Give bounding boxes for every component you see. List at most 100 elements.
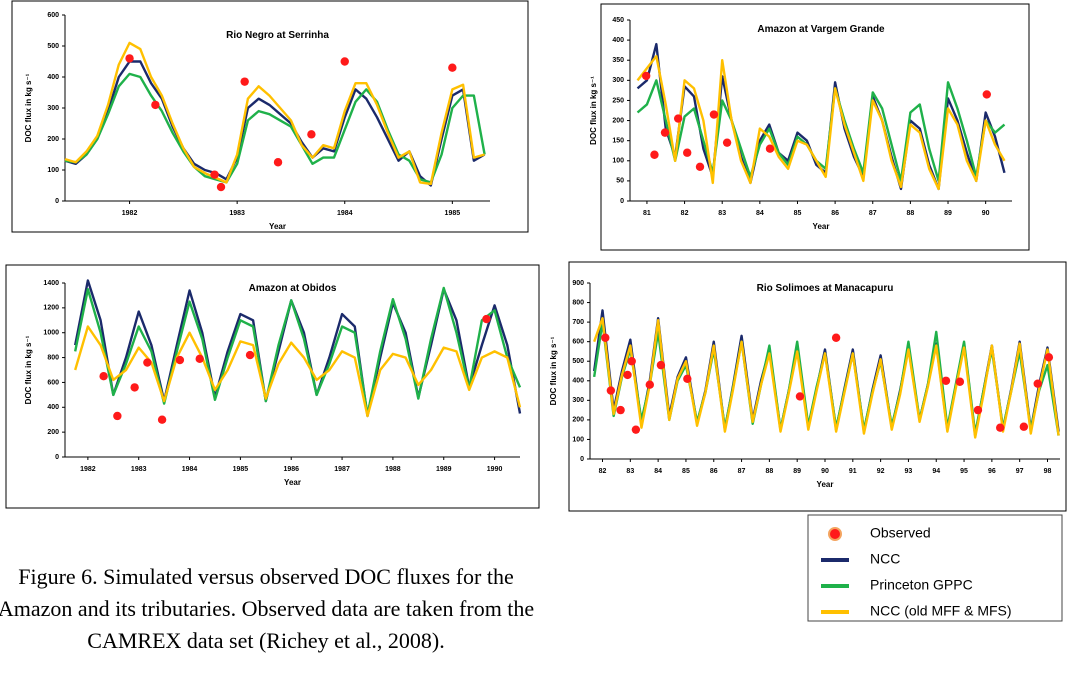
y-tick-label: 150 <box>612 138 624 145</box>
x-tick-label: 88 <box>906 210 914 217</box>
caption-line: Figure 6. Simulated versus observed DOC … <box>18 564 514 589</box>
y-tick-label: 800 <box>572 299 584 306</box>
observed-point <box>631 425 641 434</box>
x-tick-label: 91 <box>849 468 857 475</box>
observed-point <box>175 355 185 365</box>
y-tick-label: 300 <box>47 105 59 112</box>
observed-point <box>273 158 283 167</box>
y-tick-label: 800 <box>47 354 59 361</box>
observed-point <box>195 354 204 364</box>
y-tick-label: 0 <box>580 456 584 463</box>
y-tick-label: 100 <box>612 158 624 165</box>
x-tick-label: 85 <box>794 210 802 217</box>
y-tick-label: 1200 <box>43 305 59 312</box>
y-tick-label: 500 <box>572 358 584 365</box>
x-tick-label: 82 <box>681 210 689 217</box>
observed-point <box>722 138 732 147</box>
legend-marker <box>828 527 842 541</box>
x-axis-label: Year <box>269 222 286 231</box>
chart-title: Amazon at Obidos <box>249 283 337 294</box>
observed-point <box>627 357 636 366</box>
chart-frame <box>11 0 529 233</box>
observed-point <box>673 114 683 123</box>
caption-line: CAMREX data set (Richey et al., 2008). <box>87 628 444 653</box>
y-axis-label: DOC flux in kg s⁻¹ <box>549 336 558 405</box>
x-tick-label: 1985 <box>233 466 249 473</box>
x-tick-label: 1982 <box>80 466 96 473</box>
legend-label: Observed <box>870 525 931 541</box>
x-tick-label: 82 <box>599 468 607 475</box>
observed-point <box>482 314 491 324</box>
x-axis-label: Year <box>817 480 834 489</box>
observed-point <box>1033 379 1042 388</box>
y-tick-label: 600 <box>47 379 59 386</box>
observed-point <box>660 128 670 137</box>
x-tick-label: 83 <box>718 210 726 217</box>
x-tick-label: 86 <box>710 468 718 475</box>
x-tick-label: 1990 <box>487 466 503 473</box>
y-tick-label: 1400 <box>43 280 59 287</box>
observed-point <box>973 405 983 415</box>
legend-label: NCC (old MFF & MFS) <box>870 603 1012 619</box>
x-tick-label: 1987 <box>334 466 350 473</box>
x-tick-label: 90 <box>982 210 990 217</box>
caption-line: Amazon and its tributaries. Observed dat… <box>0 596 534 621</box>
x-tick-label: 88 <box>765 468 773 475</box>
observed-point <box>143 358 152 367</box>
observed-point <box>1019 422 1029 431</box>
chart-title: Rio Solimoes at Manacapuru <box>757 283 894 294</box>
y-tick-label: 600 <box>47 12 59 19</box>
x-axis-label: Year <box>284 478 301 487</box>
y-tick-label: 400 <box>572 378 584 385</box>
x-tick-label: 83 <box>626 468 634 475</box>
observed-point <box>216 182 226 192</box>
observed-point <box>307 130 316 139</box>
observed-point <box>695 162 705 172</box>
x-tick-label: 89 <box>793 468 801 475</box>
observed-point <box>709 110 719 119</box>
x-tick-label: 93 <box>905 468 913 475</box>
x-tick-label: 1986 <box>283 466 299 473</box>
observed-point <box>245 350 255 360</box>
y-tick-label: 450 <box>612 17 624 24</box>
y-tick-label: 250 <box>612 97 624 104</box>
y-tick-label: 400 <box>47 74 59 81</box>
observed-point <box>795 392 805 401</box>
y-tick-label: 700 <box>572 319 584 326</box>
series-line <box>73 286 522 416</box>
observed-point <box>996 423 1005 432</box>
y-tick-label: 0 <box>55 198 59 205</box>
y-tick-label: 200 <box>47 429 59 436</box>
legend-box <box>807 514 1063 622</box>
x-tick-label: 96 <box>988 468 996 475</box>
x-tick-label: 84 <box>654 468 662 475</box>
x-tick-label: 1985 <box>445 210 461 217</box>
x-tick-label: 97 <box>1016 468 1024 475</box>
y-axis-label: DOC flux in kg s⁻¹ <box>24 73 33 142</box>
observed-point <box>656 360 666 370</box>
y-tick-label: 350 <box>612 57 624 64</box>
y-tick-label: 400 <box>47 404 59 411</box>
chart-title: Rio Negro at Serrinha <box>226 30 329 41</box>
observed-point <box>955 377 965 386</box>
y-tick-label: 50 <box>616 178 624 185</box>
observed-point <box>645 380 654 389</box>
x-tick-label: 86 <box>831 210 839 217</box>
y-tick-label: 600 <box>572 339 584 346</box>
chart-title: Amazon at Vargem Grande <box>757 24 885 35</box>
legend-label: Princeton GPPC <box>870 577 973 593</box>
series-line <box>636 79 1006 183</box>
x-tick-label: 90 <box>821 468 829 475</box>
x-axis-label: Year <box>813 222 830 231</box>
series-line <box>636 55 1006 191</box>
x-tick-label: 84 <box>756 210 764 217</box>
x-tick-label: 98 <box>1044 468 1052 475</box>
observed-point <box>240 77 249 86</box>
y-tick-label: 200 <box>572 417 584 424</box>
y-tick-label: 400 <box>612 37 624 44</box>
observed-point <box>765 144 775 153</box>
x-tick-label: 1983 <box>229 210 245 217</box>
observed-point <box>616 405 625 415</box>
observed-point <box>113 411 122 421</box>
observed-point <box>683 374 692 384</box>
